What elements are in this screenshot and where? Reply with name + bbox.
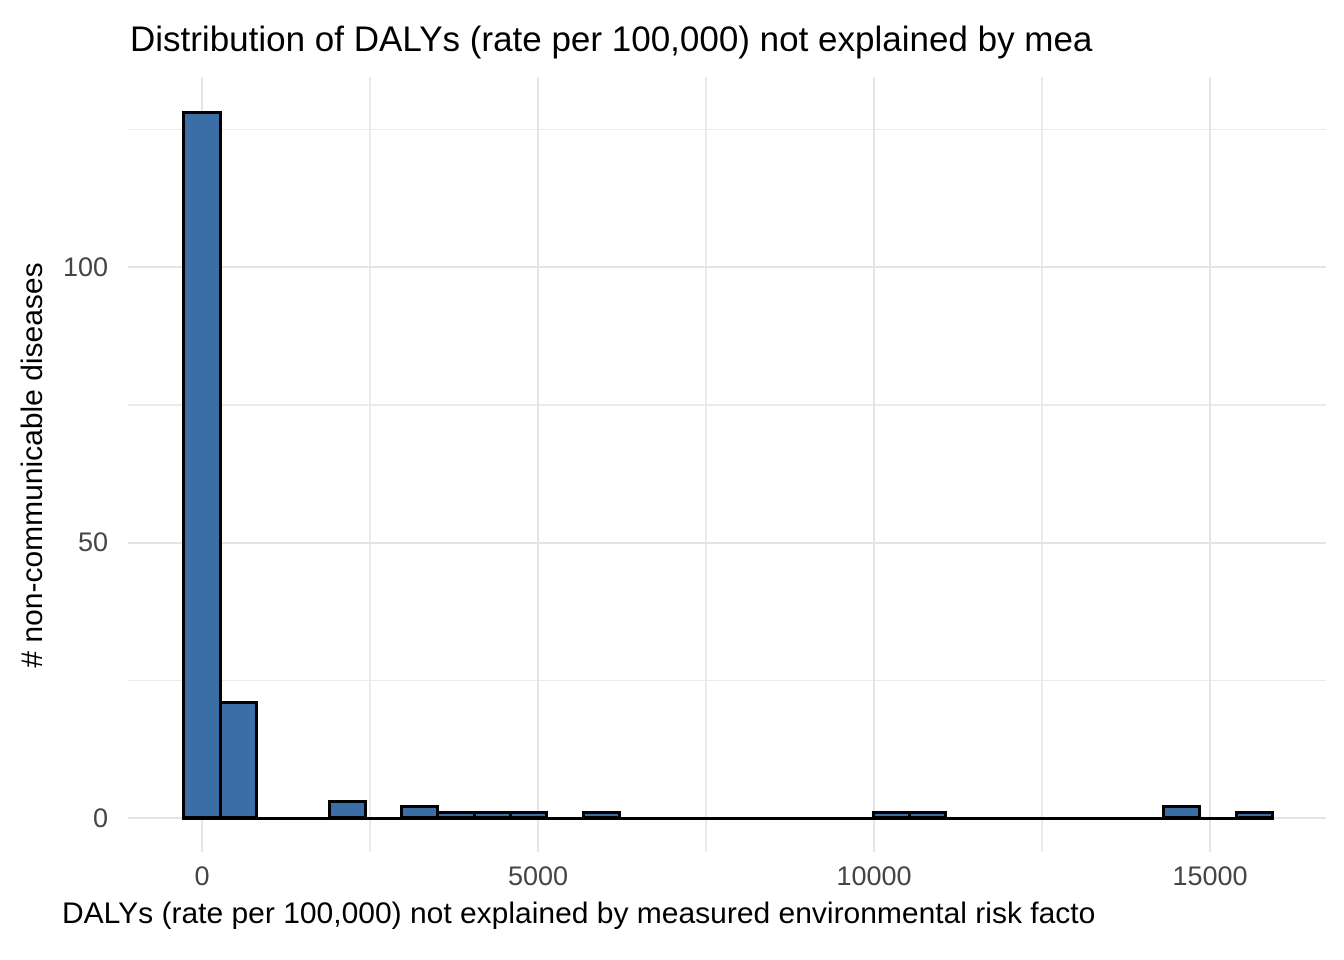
y-major-gridline	[128, 266, 1326, 268]
x-major-gridline	[873, 77, 875, 852]
plot-panel	[128, 77, 1326, 852]
histogram-bar	[400, 805, 440, 820]
histogram-bar	[908, 810, 948, 820]
y-minor-gridline	[128, 404, 1326, 406]
histogram-bar	[508, 810, 549, 820]
histogram-bar	[581, 810, 621, 820]
histogram-bar	[871, 810, 912, 820]
x-minor-gridline	[369, 77, 371, 852]
x-major-gridline	[1209, 77, 1211, 852]
chart-title: Distribution of DALYs (rate per 100,000)…	[130, 20, 1093, 59]
histogram-bar	[218, 700, 258, 820]
x-tick-label: 5000	[507, 861, 569, 891]
y-tick-label: 0	[92, 802, 108, 833]
y-tick-label: 100	[62, 251, 108, 282]
histogram-bar	[1234, 810, 1274, 820]
x-minor-gridline	[1041, 77, 1043, 852]
y-major-gridline	[128, 541, 1326, 544]
histogram-bar	[436, 810, 476, 820]
y-axis-title: # non-communicable diseases	[16, 262, 49, 668]
histogram-bar	[472, 810, 512, 820]
x-tick-label: 15000	[1172, 861, 1248, 891]
y-tick-label: 50	[77, 527, 108, 557]
x-tick-label: 0	[194, 861, 210, 891]
x-tick-label: 10000	[836, 861, 912, 891]
x-minor-gridline	[705, 77, 707, 852]
x-axis-title: DALYs (rate per 100,000) not explained b…	[62, 897, 1096, 930]
y-minor-gridline	[128, 128, 1326, 130]
x-major-gridline	[537, 77, 539, 852]
histogram-bar	[327, 799, 367, 820]
y-minor-gridline	[128, 679, 1326, 681]
histogram-bar	[1162, 805, 1202, 820]
histogram-bar	[182, 111, 222, 820]
histogram-zero-line	[182, 816, 1274, 820]
